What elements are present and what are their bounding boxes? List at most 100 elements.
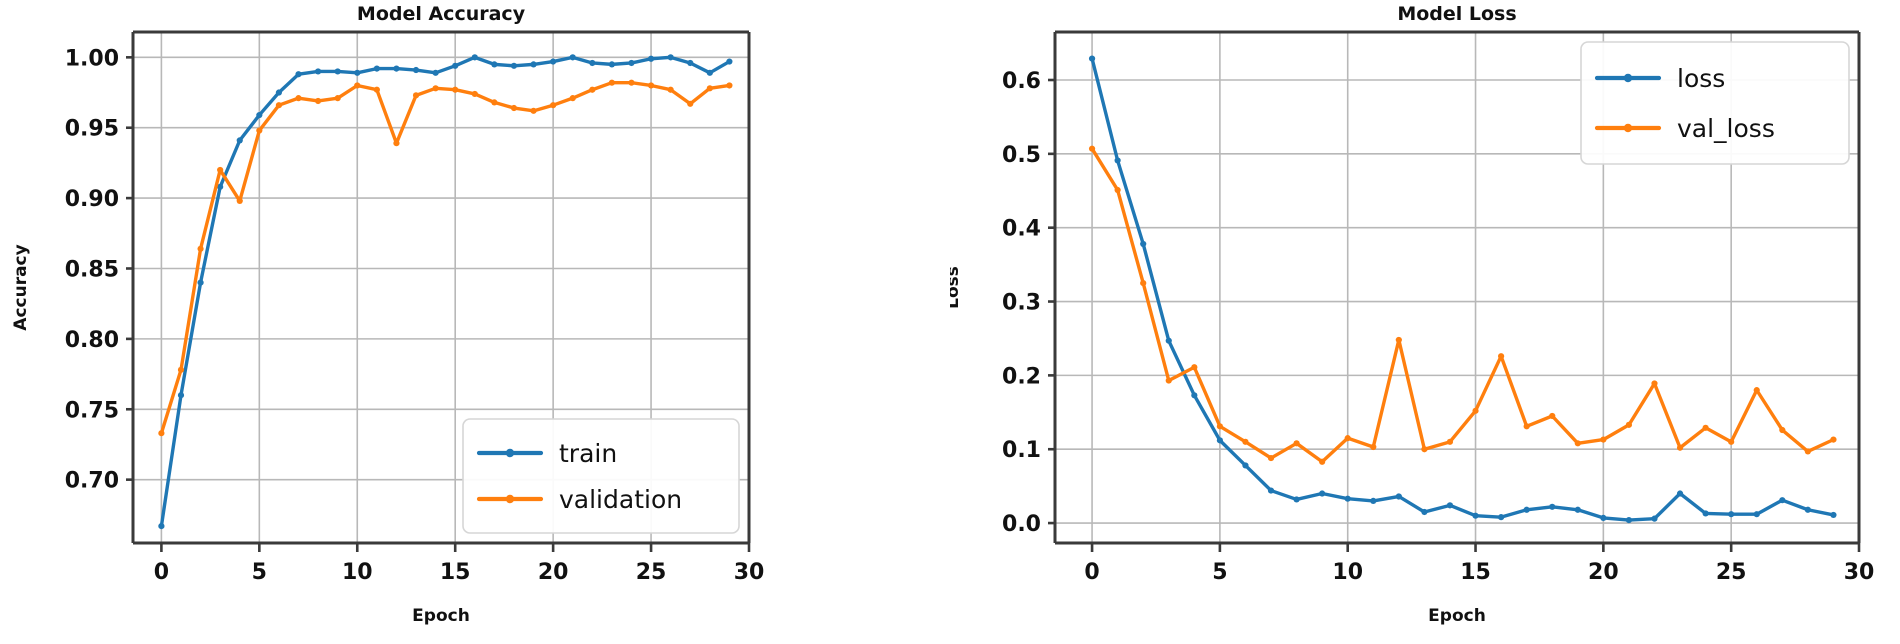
chart-legend[interactable]: train validation — [462, 418, 740, 534]
data-point — [491, 61, 498, 68]
data-point — [569, 95, 576, 102]
x-tick-label: 15 — [440, 560, 471, 585]
data-point — [1344, 435, 1351, 442]
data-point — [667, 54, 674, 61]
x-tick-label: 0 — [154, 560, 169, 585]
data-point — [1472, 512, 1479, 519]
data-point — [1498, 514, 1505, 521]
data-point — [1498, 353, 1505, 360]
data-point — [726, 82, 733, 89]
data-point — [1421, 446, 1428, 453]
data-point — [628, 79, 635, 86]
data-point — [354, 69, 361, 76]
data-point — [1242, 438, 1249, 445]
data-point — [1779, 426, 1786, 434]
data-point — [1676, 444, 1684, 451]
axis-ticks: 0.70 0.75 0.80 0.85 0.90 0.95 1.00 0 5 10 15 20 25 30 — [65, 46, 765, 585]
series-line-val_loss — [1090, 146, 1836, 464]
data-point — [1140, 279, 1147, 287]
y-tick-label: 0.3 — [1002, 291, 1041, 316]
data-point — [432, 85, 439, 92]
y-tick-label: 0.70 — [65, 469, 119, 494]
data-point — [491, 99, 498, 106]
axis-ticks: 0.0 0.1 0.2 0.3 0.4 0.5 0.6 0 5 10 15 20 25 30 — [1002, 69, 1874, 585]
data-point — [393, 65, 400, 72]
data-point — [314, 68, 322, 75]
data-point — [589, 86, 596, 93]
x-tick-label: 15 — [1460, 560, 1491, 585]
legend-box — [462, 418, 740, 534]
x-tick-label: 30 — [734, 560, 765, 585]
data-point — [393, 140, 400, 147]
y-tick-label: 0.6 — [1002, 69, 1041, 94]
y-tick-label: 1.00 — [65, 46, 119, 71]
legend-label-validation: validation — [559, 485, 682, 514]
data-point — [412, 92, 420, 99]
data-point — [197, 245, 204, 252]
data-point — [1753, 511, 1760, 518]
y-tick-label: 0.0 — [1002, 512, 1041, 537]
data-point — [1421, 508, 1428, 516]
chart-legend[interactable]: loss val_loss — [1580, 41, 1850, 165]
data-point — [687, 100, 694, 107]
y-axis-label: Accuracy — [11, 244, 31, 330]
x-tick-label: 25 — [1716, 560, 1747, 585]
legend-marker-validation — [505, 494, 515, 504]
legend-label-val_loss: val_loss — [1677, 114, 1775, 143]
data-point — [569, 54, 576, 61]
data-point — [452, 62, 459, 69]
data-point — [177, 366, 185, 373]
data-point — [1804, 506, 1811, 513]
data-point — [177, 392, 185, 399]
chart-panel-accuracy: Model Accuracy 0.70 0.75 0.80 0.85 0.90 0.95 1.… — [11, 3, 765, 626]
data-point — [1293, 440, 1300, 447]
data-point — [1242, 462, 1249, 469]
x-tick-label: 30 — [1844, 560, 1875, 585]
data-point — [550, 58, 557, 65]
legend-marker-train — [505, 448, 515, 458]
data-point — [1600, 514, 1607, 521]
data-point — [1344, 495, 1351, 502]
data-point — [334, 95, 341, 102]
data-point — [1472, 407, 1479, 414]
data-point — [1676, 490, 1684, 497]
data-point — [334, 68, 341, 75]
data-point — [432, 69, 439, 76]
y-tick-label: 0.85 — [65, 257, 119, 282]
data-point — [1446, 502, 1454, 509]
data-point — [510, 62, 518, 69]
data-point — [236, 137, 243, 144]
data-point — [373, 65, 380, 72]
data-point — [1395, 336, 1402, 344]
chart-title: Model Accuracy — [357, 3, 526, 25]
y-tick-label: 0.90 — [65, 187, 119, 212]
data-point — [452, 86, 459, 93]
data-point — [295, 95, 302, 102]
data-point — [256, 127, 263, 134]
y-axis-label: Loss — [950, 266, 963, 309]
data-point — [1651, 380, 1658, 387]
data-point — [1651, 515, 1658, 522]
data-point — [1114, 157, 1121, 164]
data-point — [1574, 440, 1581, 447]
data-point — [667, 86, 674, 93]
y-tick-label: 0.80 — [65, 328, 119, 353]
data-point — [628, 59, 635, 67]
x-tick-label: 5 — [1212, 560, 1227, 585]
data-point — [1140, 240, 1147, 248]
data-point — [706, 69, 713, 76]
data-point — [1446, 438, 1454, 445]
x-tick-label: 5 — [252, 560, 267, 585]
y-tick-label: 0.2 — [1002, 364, 1041, 389]
legend-marker-loss — [1623, 73, 1633, 83]
data-point — [1319, 458, 1326, 465]
legend-label-loss: loss — [1677, 64, 1725, 93]
loss-chart-svg: Model Loss 0.0 0.1 0.2 0.3 0.4 0.5 0.6 0 5 10 15 20 2… — [950, 3, 1874, 626]
data-point — [1370, 443, 1377, 451]
data-point — [236, 197, 243, 205]
y-tick-label: 0.5 — [1002, 143, 1041, 168]
data-point — [1574, 506, 1581, 513]
chart-panel-loss: Model Loss 0.0 0.1 0.2 0.3 0.4 0.5 0.6 0 5 10 15 20 2… — [950, 0, 1900, 644]
data-point — [1728, 511, 1735, 518]
